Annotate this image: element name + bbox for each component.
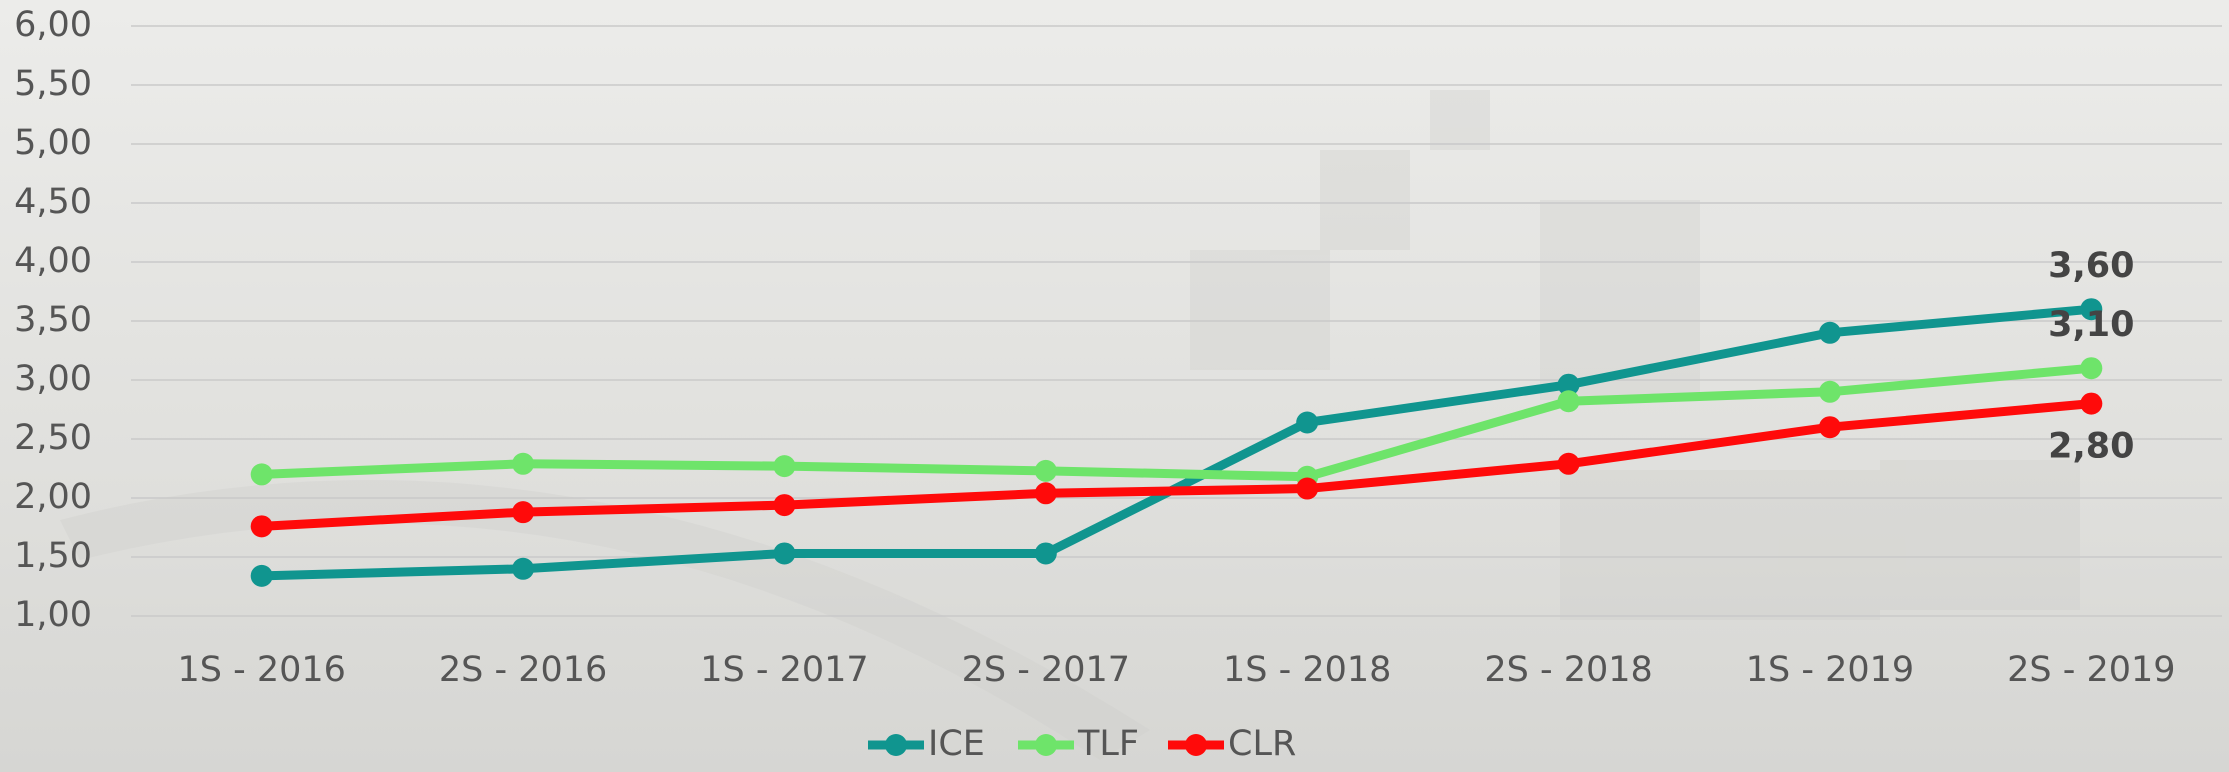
data-point	[1558, 390, 1580, 412]
y-tick-label: 3,50	[14, 300, 92, 340]
data-point	[251, 515, 273, 537]
data-point	[2080, 357, 2102, 379]
x-tick-label: 2S - 2017	[962, 650, 1130, 690]
data-point	[1819, 416, 1841, 438]
legend-marker	[885, 734, 907, 756]
data-point	[1819, 381, 1841, 403]
data-point	[512, 501, 534, 523]
data-label: 3,10	[2048, 305, 2134, 345]
data-label: 3,60	[2048, 246, 2134, 286]
y-tick-label: 1,00	[14, 595, 92, 635]
y-tick-label: 6,00	[14, 5, 92, 45]
data-point	[512, 453, 534, 475]
y-tick-label: 5,00	[14, 123, 92, 163]
x-tick-label: 1S - 2016	[177, 650, 345, 690]
data-point	[251, 463, 273, 485]
chart: 1,00 1,50 2,00 2,50 3,00 3,50 4,00 4,50 5,00 5,50…	[0, 0, 2229, 772]
data-point	[1296, 478, 1318, 500]
x-tick-label: 1S - 2018	[1223, 650, 1391, 690]
x-tick-label: 1S - 2017	[700, 650, 868, 690]
data-point	[1035, 460, 1057, 482]
y-tick-label: 4,00	[14, 241, 92, 281]
data-point	[1819, 322, 1841, 344]
data-point	[1035, 482, 1057, 504]
x-tick-label: 2S - 2019	[2007, 650, 2175, 690]
x-tick-label: 2S - 2016	[439, 650, 607, 690]
legend-marker	[1035, 734, 1057, 756]
data-point	[773, 494, 795, 516]
data-point	[251, 565, 273, 587]
data-point	[773, 455, 795, 477]
data-point	[512, 558, 534, 580]
legend-label: TLF	[1077, 724, 1139, 764]
data-point	[773, 542, 795, 564]
y-tick-label: 5,50	[14, 64, 92, 104]
legend-marker	[1185, 734, 1207, 756]
data-point	[1296, 411, 1318, 433]
data-point	[1035, 542, 1057, 564]
data-point	[1558, 453, 1580, 475]
data-label: 2,80	[2048, 427, 2134, 467]
x-tick-label: 1S - 2019	[1746, 650, 1914, 690]
y-tick-label: 1,50	[14, 536, 92, 576]
x-tick-label: 2S - 2018	[1484, 650, 1652, 690]
y-tick-label: 4,50	[14, 182, 92, 222]
y-tick-label: 2,50	[14, 418, 92, 458]
y-tick-label: 3,00	[14, 359, 92, 399]
legend-label: ICE	[928, 724, 985, 764]
data-point	[2080, 393, 2102, 415]
legend-label: CLR	[1228, 724, 1296, 764]
y-tick-label: 2,00	[14, 477, 92, 517]
